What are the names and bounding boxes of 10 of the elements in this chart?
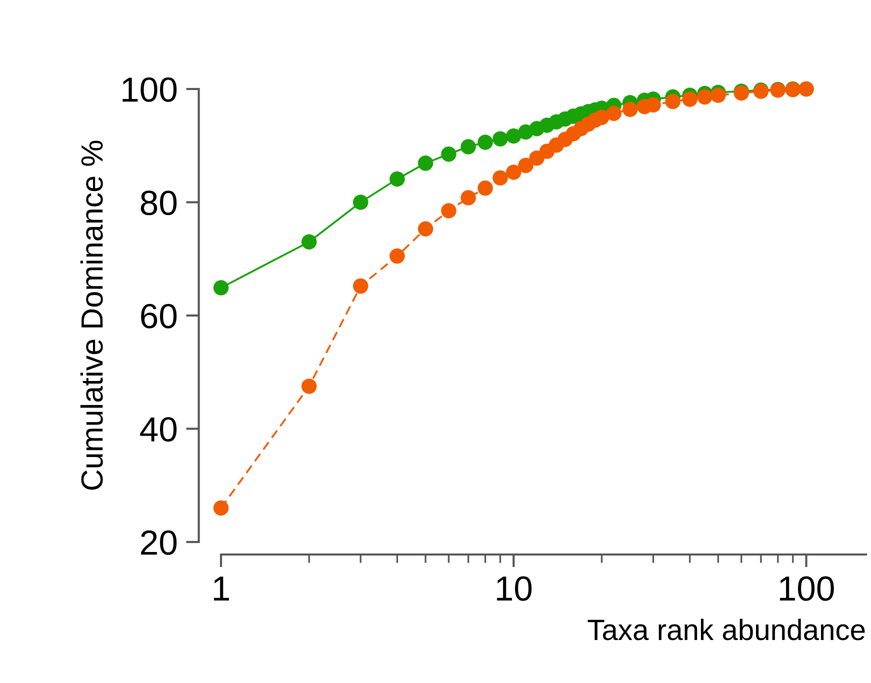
- y-tick-label: 40: [140, 417, 177, 442]
- y-tick-label: 20: [141, 530, 177, 555]
- x-tick-label: 1: [214, 576, 229, 600]
- y-tick-label: 80: [140, 190, 177, 216]
- y-axis-title: Cumulative Dominance %: [80, 140, 103, 490]
- x-tick-label: 100: [780, 576, 834, 601]
- y-tick-label: 100: [122, 77, 177, 102]
- y-tick-label: 60: [141, 304, 177, 328]
- x-axis-title: Taxa rank abundance: [588, 618, 865, 640]
- x-tick-label: 10: [496, 576, 532, 601]
